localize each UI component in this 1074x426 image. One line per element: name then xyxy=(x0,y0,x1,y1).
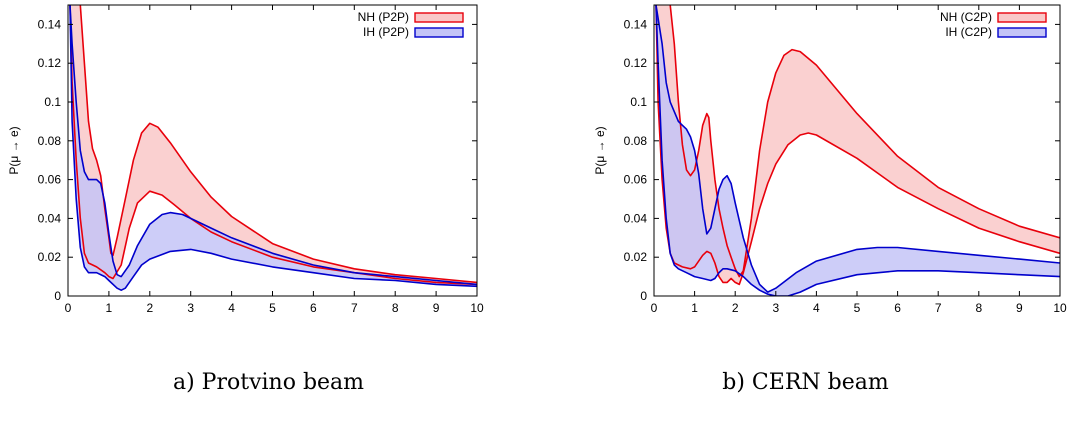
x-tick-label: 5 xyxy=(854,301,861,315)
y-axis-label: P(μ → e) xyxy=(593,126,607,174)
y-tick-label: 0.02 xyxy=(38,250,62,264)
legend-label-1: IH (C2P) xyxy=(945,25,992,39)
band-fill-0 xyxy=(70,5,477,285)
band-upper-line-1 xyxy=(69,5,477,286)
caption-protvino: a) Protvino beam xyxy=(172,370,365,395)
band-lower-line-0 xyxy=(69,5,477,286)
legend-label-0: NH (P2P) xyxy=(358,10,409,24)
band-lower-line-1 xyxy=(655,5,1060,296)
y-tick-label: 0.12 xyxy=(38,56,62,70)
chart-protvino: 0 1 2 3 4 5 6 7 8 9 10 0 0.02 0.04 0.06 0.08 0.1 0.12 0.14… xyxy=(7,4,484,320)
plot-area xyxy=(69,5,477,291)
y-tick-label: 0 xyxy=(640,289,647,303)
x-tick-label: 1 xyxy=(106,301,113,315)
caption-cern: b) CERN beam xyxy=(722,370,889,395)
legend-swatch-0 xyxy=(414,12,464,23)
x-tick-label: 8 xyxy=(975,301,982,315)
band-lower-line-0 xyxy=(655,5,1060,286)
y-tick-label: 0.12 xyxy=(624,56,648,70)
x-tick-label: 9 xyxy=(1016,301,1023,315)
band-fill-1 xyxy=(70,5,477,291)
x-tick-label: 0 xyxy=(65,301,72,315)
legend-swatch-0 xyxy=(997,12,1047,23)
y-tick-label: 0.08 xyxy=(624,134,648,148)
legend-swatch-1 xyxy=(997,27,1047,38)
x-tick-label: 7 xyxy=(351,301,358,315)
x-tick-label: 0 xyxy=(651,301,658,315)
x-tick-label: 6 xyxy=(310,301,317,315)
x-tick-label: 6 xyxy=(894,301,901,315)
legend-swatch-1 xyxy=(414,27,464,38)
x-tick-label: 10 xyxy=(1053,301,1067,315)
legend-label-0: NH (C2P) xyxy=(940,10,992,24)
y-tick-label: 0.06 xyxy=(624,173,648,187)
chart-panel-b: 0 1 2 3 4 5 6 7 8 9 10 0 0.02 0.04 0.06 0.08 0.1 0.12 0.14… xyxy=(537,0,1074,426)
x-tick-label: 7 xyxy=(935,301,942,315)
y-axis-label: P(μ → e) xyxy=(7,126,21,174)
x-tick-label: 8 xyxy=(392,301,399,315)
x-tick-label: 3 xyxy=(772,301,779,315)
x-tick-label: 4 xyxy=(813,301,820,315)
y-tick-label: 0.08 xyxy=(38,134,62,148)
band-upper-line-0 xyxy=(669,5,1060,278)
y-tick-label: 0.1 xyxy=(630,95,647,109)
legend-label-1: IH (P2P) xyxy=(363,25,409,39)
x-tick-label: 2 xyxy=(732,301,739,315)
y-tick-label: 0.14 xyxy=(38,17,62,31)
x-axis-label: E (GeV) xyxy=(835,319,878,320)
x-tick-label: 1 xyxy=(691,301,698,315)
y-tick-label: 0.04 xyxy=(624,211,648,225)
x-tick-label: 3 xyxy=(187,301,194,315)
band-fill-0 xyxy=(656,5,1060,285)
x-tick-label: 5 xyxy=(269,301,276,315)
y-tick-label: 0.1 xyxy=(44,95,61,109)
x-tick-label: 10 xyxy=(470,301,484,315)
y-tick-label: 0.14 xyxy=(624,17,648,31)
y-tick-label: 0.02 xyxy=(624,250,648,264)
x-tick-label: 2 xyxy=(146,301,153,315)
x-tick-label: 4 xyxy=(228,301,235,315)
x-tick-label: 9 xyxy=(433,301,440,315)
y-tick-label: 0.06 xyxy=(38,173,62,187)
band-upper-line-0 xyxy=(79,5,477,284)
chart-panel-a: 0 1 2 3 4 5 6 7 8 9 10 0 0.02 0.04 0.06 0.08 0.1 0.12 0.14… xyxy=(7,4,484,395)
band-upper-line-1 xyxy=(655,5,1060,293)
band-fill-1 xyxy=(656,5,1060,296)
x-axis-label: E (GeV) xyxy=(251,319,294,320)
y-tick-label: 0 xyxy=(54,289,61,303)
band-lower-line-1 xyxy=(69,5,477,291)
chart-cern: 0 1 2 3 4 5 6 7 8 9 10 0 0.02 0.04 0.06 0.08 0.1 0.12 0.14… xyxy=(593,4,1067,320)
plot-area xyxy=(655,5,1060,296)
y-tick-label: 0.04 xyxy=(38,211,62,225)
